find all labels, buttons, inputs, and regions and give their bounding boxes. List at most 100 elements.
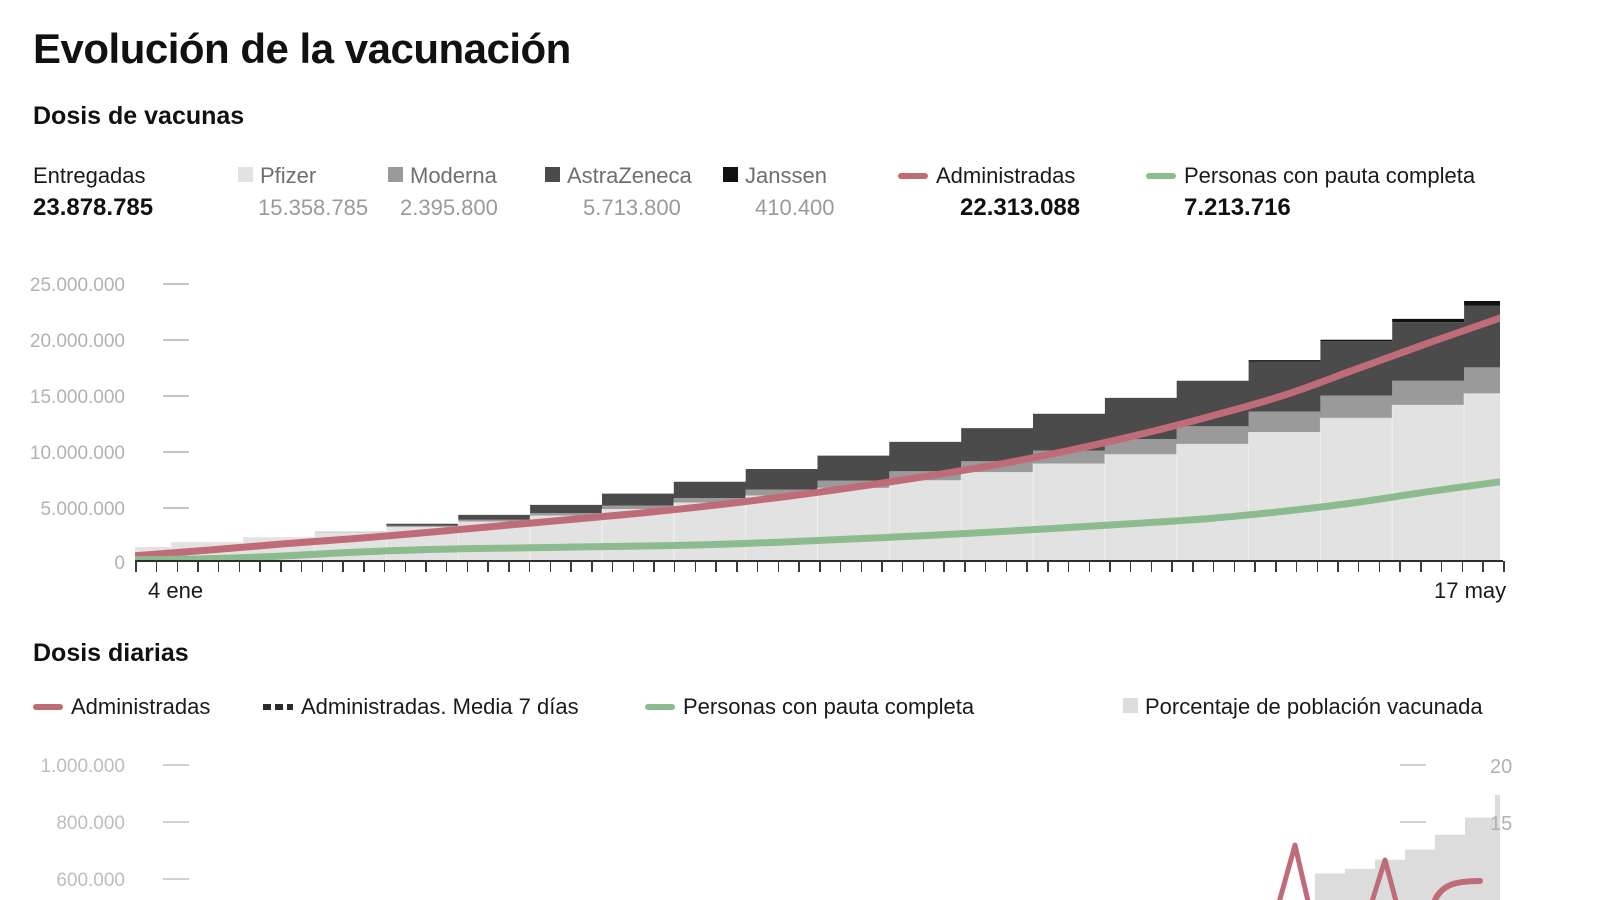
y-tick-mark-25m [163,283,189,285]
y-tick-label-0: 0 [114,553,125,574]
x-axis-label-end: 17 may [1434,578,1507,603]
legend-value-pfizer: 15.358.785 [258,195,369,220]
x-tick [881,561,883,572]
x-tick [1420,561,1422,572]
y2-tick-label-1m: 1.000.000 [40,756,125,777]
x-tick [1150,561,1153,572]
legend-item-administradas-diarias[interactable]: Administradas [33,694,210,720]
x-tick [259,561,261,572]
x-tick [673,561,676,572]
legend-item-moderna[interactable]: Moderna 2.395.800 [388,163,498,223]
x-tick [943,561,945,572]
x-tick [901,561,904,572]
x-tick [1171,561,1173,572]
legend-value-entregadas: 23.878.785 [33,194,154,221]
legend-item-astrazeneca[interactable]: AstraZeneca 5.713.800 [545,163,692,223]
line-administradas-diarias-tail [1432,878,1483,900]
janssen-swatch-icon [723,167,738,182]
x-tick [1357,561,1360,572]
y2-tick-mark-800k [163,821,189,823]
x-tick [1067,561,1070,572]
porcentaje-poblacion-step-area [1315,794,1500,900]
x-tick [694,561,697,572]
administradas-diarias-line-icon [33,704,63,710]
legend-item-pauta-completa-diarias[interactable]: Personas con pauta completa [645,694,974,720]
legend-label-porcentaje-poblacion: Porcentaje de población vacunada [1123,694,1483,720]
right-tick-label-15: 15 [1490,813,1513,835]
legend-dosis-diarias: Administradas Administradas. Media 7 día… [33,694,1573,724]
x-tick [984,561,987,572]
stacked-band-pfizer [135,393,1500,560]
x-tick [300,561,303,572]
right-tick-label-20: 20 [1490,756,1513,778]
legend-value-pauta-completa: 7.213.716 [1184,194,1291,221]
pauta-completa-diarias-line-icon [645,704,675,710]
y2-tick-mark-1m [163,764,189,766]
legend-item-pauta-completa[interactable]: Personas con pauta completa 7.213.716 [1146,163,1475,223]
x-tick [549,561,552,572]
x-tick [632,561,635,572]
x-tick [1316,561,1319,572]
y-tick-label-15m: 15.000.000 [29,387,125,408]
legend-label-janssen: Janssen [723,163,835,189]
x-tick [1254,561,1256,572]
x-tick [1503,561,1505,572]
x-tick [653,561,655,572]
line-personas-con-pauta-completa [135,478,1500,560]
legend-item-janssen[interactable]: Janssen 410.400 [723,163,835,223]
x-tick [217,561,220,572]
legend-label-astrazeneca: AstraZeneca [545,163,692,189]
legend-value-janssen: 410.400 [755,195,835,220]
x-tick [1005,561,1008,572]
x-tick [1295,561,1298,572]
x-tick [1337,561,1339,572]
legend-item-pfizer[interactable]: Pfizer 15.358.785 [238,163,368,223]
legend-label-pauta-completa: Personas con pauta completa [1146,163,1475,189]
moderna-swatch-icon [388,167,403,182]
legend-value-astrazeneca: 5.713.800 [583,195,681,220]
page-title: Evolución de la vacunación [33,25,571,72]
x-axis-label-start: 4 ene [148,578,204,603]
x-tick [570,561,572,572]
x-tick [591,561,593,572]
porcentaje-poblacion-swatch-icon [1123,698,1138,713]
media-7-dias-dotted-line-icon [263,704,293,710]
chart1-plot-area [135,278,1500,560]
y-tick-label-5m: 5.000.000 [40,499,125,520]
pfizer-swatch-icon [238,167,253,182]
x-tick [155,561,158,572]
x-tick [445,561,448,572]
legend-item-porcentaje-poblacion[interactable]: Porcentaje de población vacunada [1123,694,1483,720]
x-tick [176,561,179,572]
y-tick-label-20m: 20.000.000 [29,331,125,352]
x-tick [342,561,344,572]
legend-label-administradas-diarias: Administradas [33,694,210,720]
y-tick-label-25m: 25.000.000 [29,275,125,296]
x-tick [1482,561,1484,572]
x-tick [383,561,386,572]
x-tick [736,561,738,572]
legend-item-entregadas[interactable]: Entregadas 23.878.785 [33,163,153,223]
legend-dosis-de-vacunas: Entregadas 23.878.785 Pfizer 15.358.785 … [33,163,1573,233]
x-tick [860,561,863,572]
legend-label-administradas: Administradas [898,163,1080,189]
legend-item-media-7-dias[interactable]: Administradas. Media 7 días [263,694,579,720]
x-tick [528,561,531,572]
chart-dosis-de-vacunas: 25.000.000 20.000.000 15.000.000 10.000.… [0,262,1600,612]
section-title-dosis-diarias: Dosis diarias [33,639,189,667]
legend-label-pauta-completa-diarias: Personas con pauta completa [645,694,974,720]
chart1-x-axis-ticks [135,561,1505,572]
x-tick [466,561,469,572]
astrazeneca-swatch-icon [545,167,560,182]
pauta-completa-line-icon [1146,173,1176,179]
legend-value-administradas: 22.313.088 [960,194,1081,221]
right-tick-mark-15 [1400,821,1426,823]
x-tick [964,561,966,572]
x-tick [1440,561,1443,572]
x-tick [363,561,365,572]
x-tick [1378,561,1381,572]
legend-item-administradas[interactable]: Administradas 22.313.088 [898,163,1080,223]
x-tick [1129,561,1132,572]
x-tick [1212,561,1215,572]
